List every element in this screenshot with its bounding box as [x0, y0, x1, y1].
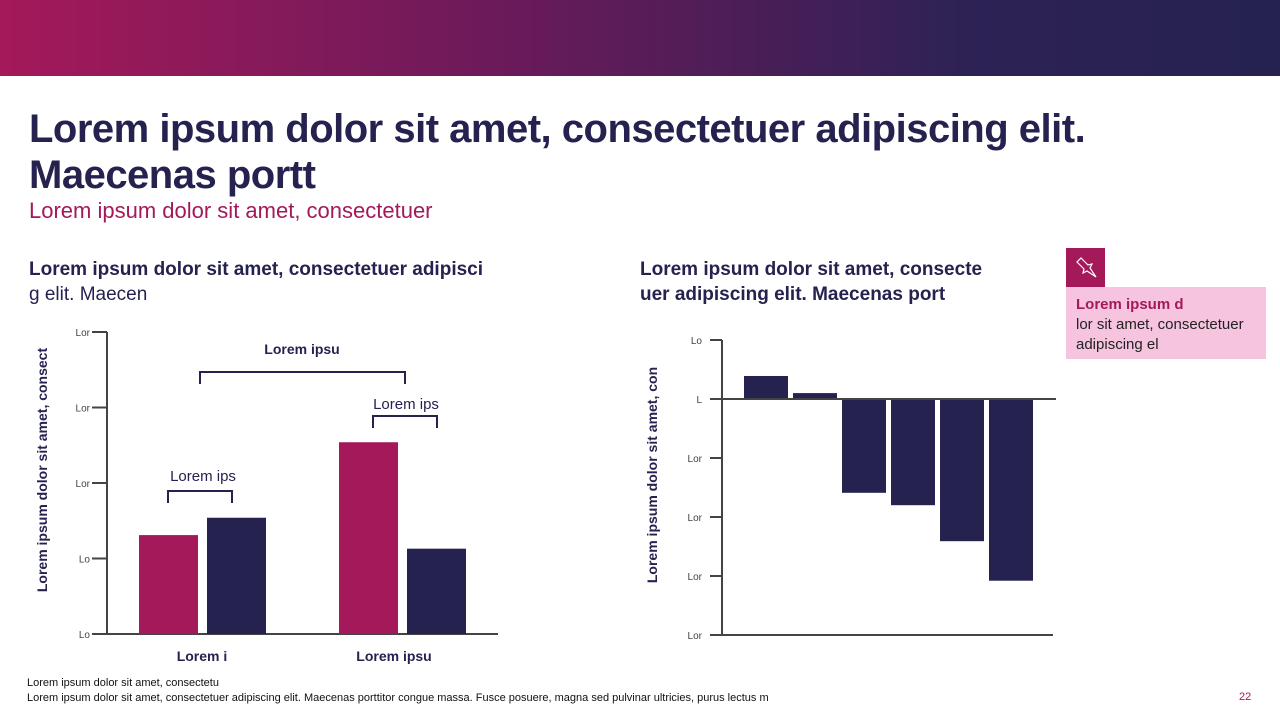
bracket-1-label: Lorem ips — [170, 468, 236, 485]
chart2: Lorem ipsum dolor sit amet, con Lo L Lor Lo… — [644, 336, 1056, 642]
chart1-ylabel: Lorem ipsum dolor sit amet, consect — [34, 348, 50, 593]
chart1-ytick-label: Lor — [76, 328, 91, 339]
chart1-title-rest: g elit. Maecen — [29, 284, 148, 305]
bracket-1 — [167, 490, 233, 503]
chart1-xtick: Lorem ipsu — [356, 648, 431, 664]
chart2-title: Lorem ipsum dolor sit amet, consecte uer… — [640, 259, 983, 305]
pin-icon — [1066, 248, 1105, 287]
chart2-ylabel: Lorem ipsum dolor sit amet, con — [644, 367, 660, 583]
chart1-ytick-label: Lor — [76, 404, 91, 415]
footnote-2: Lorem ipsum dolor sit amet, consectetuer… — [27, 692, 769, 704]
chart2-bar — [842, 399, 886, 493]
chart2-bar — [891, 399, 935, 506]
chart1-ytick-label: Lor — [76, 479, 91, 490]
header-banner — [0, 0, 1280, 76]
bracket-2 — [372, 415, 438, 428]
page-number: 22 — [1239, 691, 1252, 703]
chart2-ytick-label: Lo — [691, 336, 703, 347]
chart2-bar — [793, 393, 837, 399]
chart1-title-bold: Lorem ipsum dolor sit amet, consectetuer… — [29, 259, 484, 280]
chart1-bar — [139, 535, 198, 634]
chart1-title: Lorem ipsum dolor sit amet, consectetuer… — [29, 257, 509, 307]
chart2-bar — [989, 399, 1033, 581]
chart1-bar — [207, 517, 266, 634]
chart1: Lorem ipsum dolor sit amet, consect Lo Lo… — [34, 328, 498, 664]
chart2-ytick-label: Lor — [688, 572, 703, 583]
chart2-bar — [744, 375, 788, 399]
chart1-bar — [339, 442, 398, 634]
chart1-xtick: Lorem i — [177, 648, 228, 664]
chart2-ytick-label: L — [696, 395, 702, 406]
chart2-ytick-label: Lor — [688, 513, 703, 524]
chart2-ytick-label: Lor — [688, 631, 703, 642]
chart1-bar — [407, 548, 466, 634]
chart2-bar — [940, 399, 984, 542]
bracket-2-label: Lorem ips — [373, 396, 439, 413]
page-title: Lorem ipsum dolor sit amet, consectetuer… — [29, 107, 1086, 197]
group-bracket-label: Lorem ipsu — [264, 341, 339, 357]
note-heading: Lorem ipsum d — [1076, 296, 1184, 313]
chart1-ytick-label: Lo — [79, 555, 91, 566]
chart1-ytick-label: Lo — [79, 630, 91, 641]
page-subtitle: Lorem ipsum dolor sit amet, consectetuer — [29, 198, 433, 223]
note-body: lor sit amet, consectetuer adipiscing el — [1076, 316, 1244, 353]
callout-note: Lorem ipsum d lor sit amet, consectetuer … — [1066, 287, 1266, 359]
chart2-ytick-label: Lor — [688, 454, 703, 465]
group-bracket — [199, 371, 406, 384]
footnote-1: Lorem ipsum dolor sit amet, consectetu — [27, 677, 219, 689]
